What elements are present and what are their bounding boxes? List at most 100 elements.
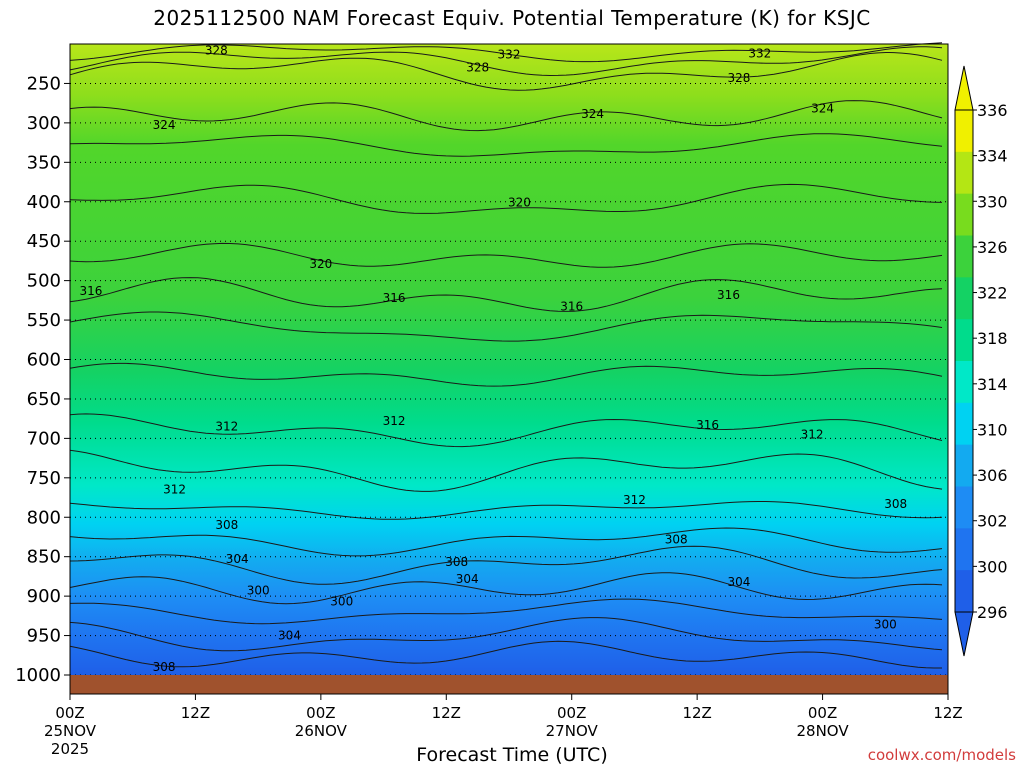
colorbar-label: 310 [977, 420, 1008, 439]
contour-label: 312 [163, 483, 186, 497]
y-axis: 250 300 350 400 450 500 550 600 650 700 750 800 850 9… [15, 73, 70, 686]
contour-label: 312 [623, 493, 646, 507]
contour-label: 320 [508, 196, 531, 210]
contour-label: 304 [278, 629, 301, 643]
contour-label: 316 [383, 291, 406, 305]
contour-label: 308 [215, 518, 238, 532]
contour-line [69, 449, 943, 492]
contour-label: 316 [560, 300, 583, 314]
contour-label: 316 [696, 418, 719, 432]
colorbar-bottom-arrow [954, 611, 974, 657]
colorbar-swatch [955, 235, 973, 278]
colorbar: 336 334 330 326 322 318 314 310 306 302 300 296 [954, 65, 1008, 657]
contour-label: 316 [79, 284, 102, 298]
colorbar-top-arrow [954, 65, 974, 111]
x-tick-year: 2025 [51, 740, 89, 758]
plot-border [69, 43, 949, 695]
colorbar-label: 318 [977, 329, 1008, 348]
credit-link[interactable]: coolwx.com/models [867, 746, 1016, 764]
colorbar-swatch [955, 444, 973, 487]
contour-label: 308 [665, 532, 688, 546]
contour-label: 304 [226, 552, 249, 566]
colorbar-swatch [955, 486, 973, 529]
contour-lines [69, 42, 943, 669]
contour-line [69, 527, 943, 557]
colorbar-label: 302 [977, 512, 1008, 531]
x-tick-label: 12Z [181, 704, 210, 722]
contour-line [69, 413, 943, 448]
x-tick-label: 00Z [306, 704, 335, 722]
x-tick-label: 00Z [808, 704, 837, 722]
plot-field [70, 44, 948, 675]
contour-line [69, 598, 943, 625]
contour-label: 312 [801, 427, 824, 441]
contour-line [69, 617, 943, 652]
y-tick-label: 300 [27, 113, 61, 134]
contour-label: 316 [717, 288, 740, 302]
contour-label: 328 [205, 43, 228, 57]
contour-label: 332 [498, 47, 521, 61]
colorbar-swatch [955, 193, 973, 236]
colorbar-label: 306 [977, 466, 1008, 485]
contour-line [69, 133, 943, 157]
x-tick-date: 27NOV [546, 722, 599, 740]
contour-line [69, 183, 943, 214]
contour-line [69, 311, 943, 342]
x-tick-label: 12Z [432, 704, 461, 722]
colorbar-label: 322 [977, 284, 1008, 303]
contour-line [69, 46, 943, 77]
x-tick-date: 28NOV [797, 722, 850, 740]
contour-line [69, 277, 943, 312]
colorbar-label: 330 [977, 192, 1008, 211]
colorbar-frame [954, 109, 974, 613]
contour-line [69, 545, 943, 585]
theta-e-field [70, 44, 948, 675]
contour-label: 312 [383, 414, 406, 428]
chart-title: 2025112500 NAM Forecast Equiv. Potential… [153, 6, 871, 30]
contour-label: 324 [811, 102, 834, 116]
colorbar-swatch [955, 528, 973, 571]
y-tick-label: 400 [27, 192, 61, 213]
x-tick-label: 00Z [557, 704, 586, 722]
y-tick-label: 350 [27, 152, 61, 173]
contour-line [69, 51, 943, 91]
contour-label: 300 [247, 584, 270, 598]
colorbar-label: 296 [977, 603, 1008, 622]
y-tick-label: 250 [27, 73, 61, 94]
contour-label: 308 [884, 497, 907, 511]
contour-label: 324 [153, 118, 176, 132]
colorbar-swatch [955, 151, 973, 195]
y-tick-label: 850 [27, 547, 61, 568]
y-tick-label: 750 [27, 468, 61, 489]
contour-labels: 328 332 332 328 328 324 324 324 320 320 316 316 316 3… [79, 43, 907, 674]
contour-label: 320 [309, 257, 332, 271]
x-axis-title: Forecast Time (UTC) [416, 744, 608, 766]
x-tick-label: 12Z [933, 704, 962, 722]
contour-label: 308 [153, 660, 176, 674]
contour-line [69, 501, 943, 520]
y-tick-label: 950 [27, 626, 61, 647]
y-tick-label: 700 [27, 428, 61, 449]
colorbar-label: 334 [977, 147, 1008, 166]
ground-band [70, 675, 948, 694]
x-tick-date: 25NOV [44, 722, 97, 740]
contour-label: 300 [874, 618, 897, 632]
y-tick-label: 450 [27, 231, 61, 252]
y-tick-label: 1000 [15, 665, 61, 686]
colorbar-swatch [955, 319, 973, 362]
contour-label: 312 [215, 420, 238, 434]
colorbar-swatch [955, 570, 973, 613]
contour-line [69, 100, 943, 132]
contour-label: 324 [581, 107, 604, 121]
x-tick-date: 26NOV [295, 722, 348, 740]
contour-line [69, 572, 943, 605]
colorbar-swatch [955, 402, 973, 446]
colorbar-label: 300 [977, 557, 1008, 576]
y-tick-label: 550 [27, 310, 61, 331]
contour-label: 328 [466, 61, 489, 75]
contour-label: 304 [456, 572, 479, 586]
y-tick-label: 650 [27, 389, 61, 410]
contour-label: 332 [748, 46, 771, 60]
